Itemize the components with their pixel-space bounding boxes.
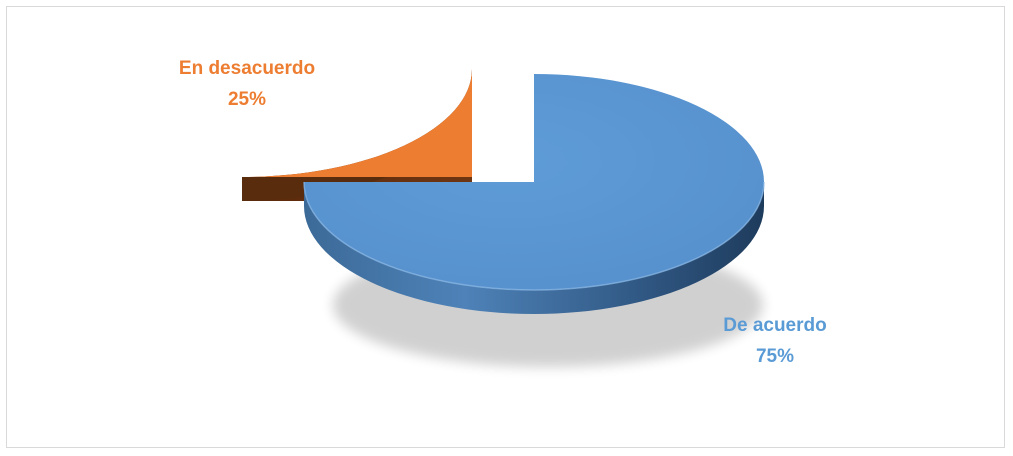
- de-acuerdo-rim: [303, 181, 765, 291]
- pct-en-desacuerdo: 25%: [228, 89, 266, 110]
- pct-de-acuerdo: 75%: [756, 346, 794, 367]
- label-de-acuerdo: De acuerdo: [723, 315, 826, 336]
- label-en-desacuerdo: En desacuerdo: [179, 58, 315, 79]
- de-acuerdo-side: [304, 182, 764, 314]
- slice-en-desacuerdo: [242, 69, 472, 177]
- slice-de-acuerdo: [304, 74, 764, 290]
